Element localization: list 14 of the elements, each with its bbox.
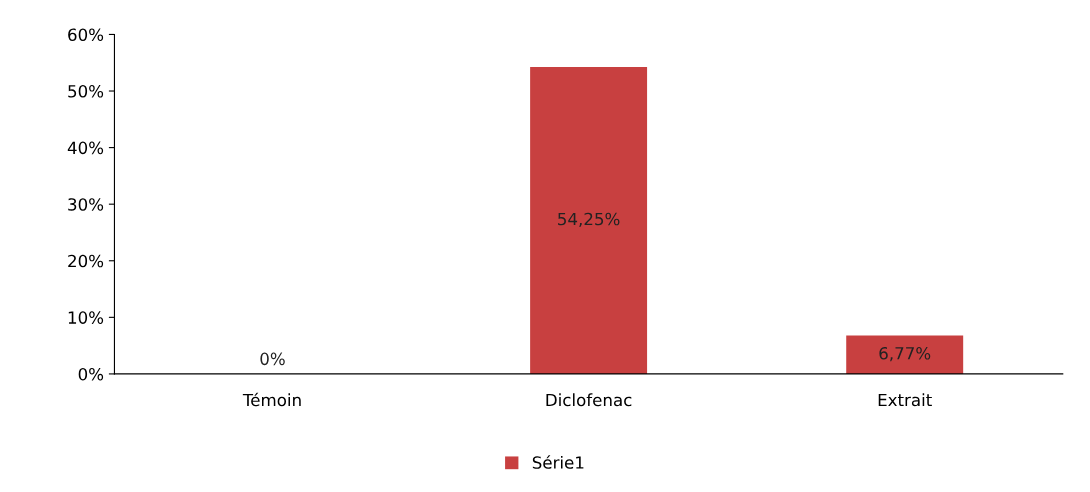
x-tick-label: Diclofenac [546,393,632,407]
y-tick-label: 40% [67,141,104,155]
data-label: 54,25% [558,212,620,227]
y-tick-label: 0% [78,367,104,381]
y-tick-label: 50% [68,84,104,98]
y-tick-label: 60% [68,28,104,42]
data-label: 0% [260,352,285,366]
x-tick-label: Extrait [878,393,932,407]
y-tick-label: 30% [68,198,104,211]
y-tick-label: 10% [68,311,104,324]
data-label: 6,77% [879,347,931,362]
legend-label: Série1 [532,455,584,469]
x-tick-label: Témoin [242,392,301,407]
y-tick-label: 20% [68,254,104,268]
